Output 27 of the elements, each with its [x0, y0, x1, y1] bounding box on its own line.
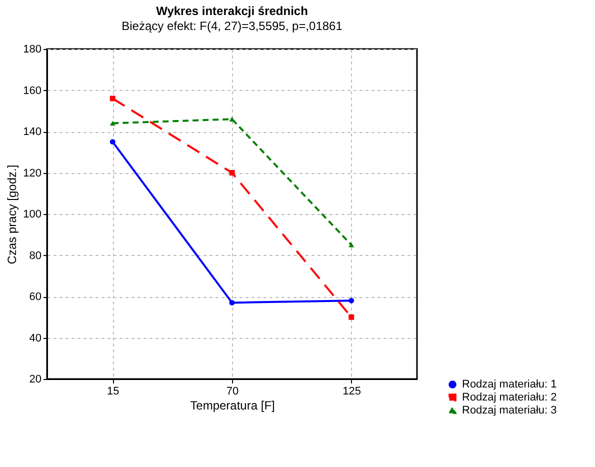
point: [110, 139, 116, 145]
y-axis-title: Czas pracy [godz.]: [5, 164, 20, 264]
point: [110, 120, 116, 126]
y-tick-label: 100: [23, 208, 42, 220]
legend-label: Rodzaj materiału: 3: [462, 404, 557, 416]
chart-title: Wykres interakcji średnich: [156, 4, 308, 18]
y-tick-label: 120: [23, 167, 42, 180]
chart-subtitle: Bieżący efekt: F(4, 27)=3,5595, p=,01861: [122, 19, 343, 33]
x-axis-title: Temperatura [F]: [190, 398, 275, 412]
point: [229, 170, 235, 176]
y-tick-label: 40: [29, 332, 42, 344]
y-tick-label: 80: [29, 250, 42, 262]
y-tick-label: 160: [23, 84, 42, 97]
legend-label: Rodzaj materiału: 2: [462, 392, 557, 404]
legend-label: Rodzaj materiału: 1: [462, 378, 557, 390]
x-tick-label: 70: [226, 386, 239, 398]
point: [348, 298, 354, 304]
y-tick-label: 140: [23, 126, 42, 138]
point: [110, 96, 116, 102]
x-tick-label: 15: [107, 386, 120, 398]
y-tick-label: 60: [29, 291, 42, 303]
point: [348, 242, 354, 248]
point: [229, 300, 235, 306]
y-tick-label: 20: [29, 374, 42, 386]
point: [348, 314, 354, 320]
x-tick-label: 125: [342, 386, 362, 398]
y-tick-label: 180: [23, 44, 42, 56]
